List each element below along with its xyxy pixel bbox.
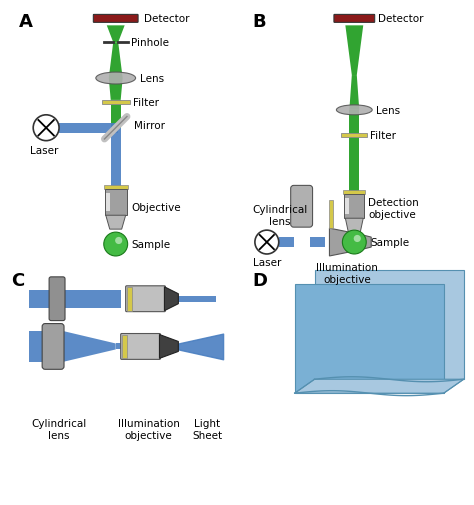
Text: Laser: Laser xyxy=(253,258,281,268)
Polygon shape xyxy=(295,284,444,393)
Bar xyxy=(329,201,333,229)
Circle shape xyxy=(342,231,366,255)
Bar xyxy=(104,186,128,190)
FancyBboxPatch shape xyxy=(42,324,64,370)
Text: Sample: Sample xyxy=(370,237,410,247)
Text: Cylindrical
lens: Cylindrical lens xyxy=(31,418,87,440)
FancyBboxPatch shape xyxy=(49,277,65,321)
Bar xyxy=(102,100,129,105)
Circle shape xyxy=(115,237,122,244)
Polygon shape xyxy=(346,26,363,76)
Bar xyxy=(279,238,294,247)
Polygon shape xyxy=(159,335,178,359)
Polygon shape xyxy=(109,79,123,100)
Polygon shape xyxy=(349,145,359,195)
Circle shape xyxy=(33,116,59,141)
Polygon shape xyxy=(61,331,116,363)
Text: Cylindrical
lens: Cylindrical lens xyxy=(252,205,307,226)
Text: Detection
objective: Detection objective xyxy=(368,198,419,220)
Bar xyxy=(105,190,127,216)
Bar xyxy=(343,191,365,195)
Text: A: A xyxy=(19,14,33,31)
Text: Laser: Laser xyxy=(30,145,58,156)
Text: Illumination
objective: Illumination objective xyxy=(317,263,378,284)
Bar xyxy=(29,331,53,363)
FancyBboxPatch shape xyxy=(334,15,374,23)
Bar xyxy=(178,296,216,302)
Circle shape xyxy=(104,233,128,257)
Ellipse shape xyxy=(96,73,136,85)
Circle shape xyxy=(354,235,361,242)
Polygon shape xyxy=(107,26,125,43)
FancyBboxPatch shape xyxy=(93,15,138,23)
Text: D: D xyxy=(252,271,267,289)
Bar xyxy=(59,124,118,133)
Polygon shape xyxy=(349,111,359,145)
Ellipse shape xyxy=(337,106,372,116)
Bar xyxy=(106,194,110,212)
Text: B: B xyxy=(252,14,265,31)
Text: Objective: Objective xyxy=(132,203,181,213)
Polygon shape xyxy=(106,216,126,230)
Bar xyxy=(310,238,326,247)
Bar xyxy=(345,195,364,219)
Polygon shape xyxy=(349,76,359,111)
Bar xyxy=(342,238,371,246)
Polygon shape xyxy=(164,287,178,311)
Bar xyxy=(116,344,122,350)
Polygon shape xyxy=(315,270,464,379)
Text: Pinhole: Pinhole xyxy=(131,38,169,48)
Bar xyxy=(341,133,367,137)
Bar xyxy=(127,287,132,311)
Text: Lens: Lens xyxy=(376,106,401,116)
Polygon shape xyxy=(295,379,464,393)
Text: Filter: Filter xyxy=(370,130,396,140)
Polygon shape xyxy=(111,100,121,128)
Polygon shape xyxy=(346,219,363,233)
Bar xyxy=(122,335,127,359)
Bar xyxy=(29,290,51,308)
Text: Light
Sheet: Light Sheet xyxy=(192,418,222,440)
Bar xyxy=(111,128,121,190)
Text: Filter: Filter xyxy=(133,97,159,108)
Text: Sample: Sample xyxy=(132,239,171,249)
Text: Lens: Lens xyxy=(139,74,164,84)
Text: Detector: Detector xyxy=(378,14,424,24)
Bar xyxy=(346,199,349,215)
Polygon shape xyxy=(329,229,371,257)
Polygon shape xyxy=(109,43,123,79)
FancyBboxPatch shape xyxy=(291,186,312,228)
Text: Detector: Detector xyxy=(144,14,189,24)
Text: C: C xyxy=(11,271,25,289)
Text: Illumination
objective: Illumination objective xyxy=(118,418,180,440)
Text: Mirror: Mirror xyxy=(134,121,164,130)
FancyBboxPatch shape xyxy=(126,286,165,312)
FancyBboxPatch shape xyxy=(121,334,161,360)
Circle shape xyxy=(255,231,279,255)
Bar xyxy=(63,290,121,308)
